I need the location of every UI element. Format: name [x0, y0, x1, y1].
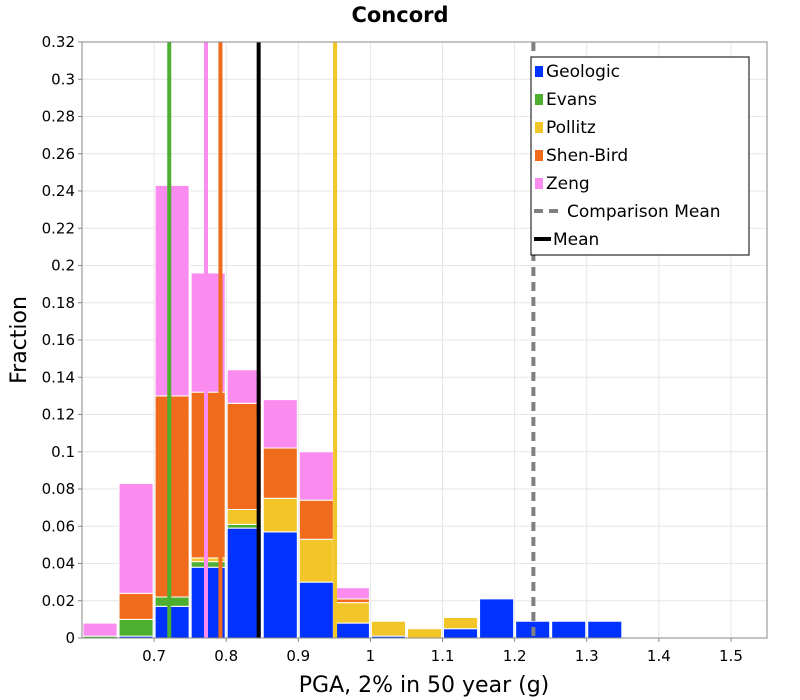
- x-tick-label: 1: [366, 647, 376, 665]
- y-tick-label: 0.18: [42, 294, 75, 312]
- y-tick-label: 0.08: [42, 480, 75, 498]
- bar-geologic: [443, 628, 479, 639]
- legend-label-evans: Evans: [546, 90, 597, 110]
- bar-geologic: [298, 581, 334, 639]
- y-axis-title: Fraction: [7, 296, 32, 384]
- bar-shen-bird: [298, 499, 334, 540]
- y-tick-label: 0.3: [51, 70, 75, 88]
- legend-label-mean: Mean: [553, 230, 599, 250]
- x-tick-label: 0.8: [214, 647, 238, 665]
- x-tick-label: 1.1: [431, 647, 455, 665]
- legend-swatch-geologic: [535, 66, 543, 77]
- bar-pollitz: [262, 497, 298, 533]
- bar-zeng: [298, 451, 334, 501]
- y-tick-label: 0.14: [42, 368, 75, 386]
- y-tick-label: 0.32: [42, 33, 75, 51]
- y-tick-label: 0.12: [42, 406, 75, 424]
- bar-pollitz: [298, 538, 334, 583]
- legend-swatch-evans: [535, 94, 543, 105]
- x-axis: 0.7 0.8 0.9 1 1.1 1.2 1.3 1.4 1.5: [142, 638, 743, 665]
- bar-shen-bird: [262, 447, 298, 499]
- legend: Geologic Evans Pollitz Shen-Bird Zeng Compari…: [530, 56, 750, 256]
- y-axis: 0 0.02 0.04 0.06 0.08 0.1 0.12 0.14 0.16 0.18 0.2 0…: [42, 33, 82, 647]
- x-tick-label: 1.2: [503, 647, 527, 665]
- bar-shen-bird: [154, 395, 190, 598]
- bars: [82, 184, 623, 639]
- vertical-lines: [167, 42, 536, 638]
- y-tick-label: 0.24: [42, 182, 75, 200]
- bar-pollitz: [406, 628, 443, 639]
- legend-swatch-shen-bird: [535, 150, 543, 161]
- y-tick-label: 0.02: [42, 592, 75, 610]
- x-tick-label: 0.7: [142, 647, 166, 665]
- bar-geologic: [154, 605, 190, 639]
- bar-zeng: [262, 399, 298, 449]
- bar-shen-bird: [334, 598, 370, 604]
- bar-pollitz: [226, 508, 262, 525]
- legend-swatch-zeng: [535, 178, 543, 189]
- bar-evans: [118, 618, 154, 637]
- y-tick-label: 0.28: [42, 108, 75, 126]
- bar-pollitz: [370, 620, 406, 637]
- y-tick-label: 0.26: [42, 145, 75, 163]
- bar-geologic: [587, 620, 623, 639]
- y-tick-label: 0.1: [51, 443, 75, 461]
- bar-shen-bird: [118, 592, 154, 620]
- bar-zeng: [118, 482, 154, 594]
- y-tick-label: 0.04: [42, 555, 75, 573]
- x-tick-label: 0.9: [286, 647, 310, 665]
- bar-geologic: [262, 531, 298, 639]
- bar-evans: [226, 523, 262, 529]
- x-tick-label: 1.3: [575, 647, 599, 665]
- bar-zeng: [226, 369, 262, 404]
- bar-zeng: [154, 184, 190, 397]
- bar-zeng: [334, 587, 370, 600]
- bar-geologic: [226, 527, 262, 639]
- bar-shen-bird: [226, 402, 262, 510]
- legend-label-shen-bird: Shen-Bird: [546, 146, 628, 166]
- bar-zeng: [82, 622, 118, 637]
- legend-label-zeng: Zeng: [546, 174, 590, 194]
- x-tick-label: 1.5: [719, 647, 743, 665]
- y-tick-label: 0.16: [42, 331, 75, 349]
- bar-geologic: [334, 622, 370, 639]
- legend-label-geologic: Geologic: [546, 62, 620, 82]
- chart-title: Concord: [351, 3, 448, 27]
- y-tick-label: 0.22: [42, 219, 75, 237]
- bar-evans: [154, 596, 190, 607]
- legend-box: [530, 56, 750, 256]
- x-axis-title: PGA, 2% in 50 year (g): [299, 673, 550, 698]
- legend-label-comparison-mean: Comparison Mean: [567, 202, 721, 222]
- bar-pollitz: [334, 602, 370, 624]
- y-tick-label: 0: [65, 629, 75, 647]
- legend-swatch-pollitz: [535, 122, 543, 133]
- bar-pollitz: [443, 617, 479, 630]
- bar-geologic: [551, 620, 587, 639]
- x-tick-label: 1.4: [647, 647, 671, 665]
- y-tick-label: 0.06: [42, 517, 75, 535]
- legend-label-pollitz: Pollitz: [546, 118, 596, 138]
- y-tick-label: 0.2: [51, 257, 75, 275]
- bar-geologic: [479, 598, 515, 639]
